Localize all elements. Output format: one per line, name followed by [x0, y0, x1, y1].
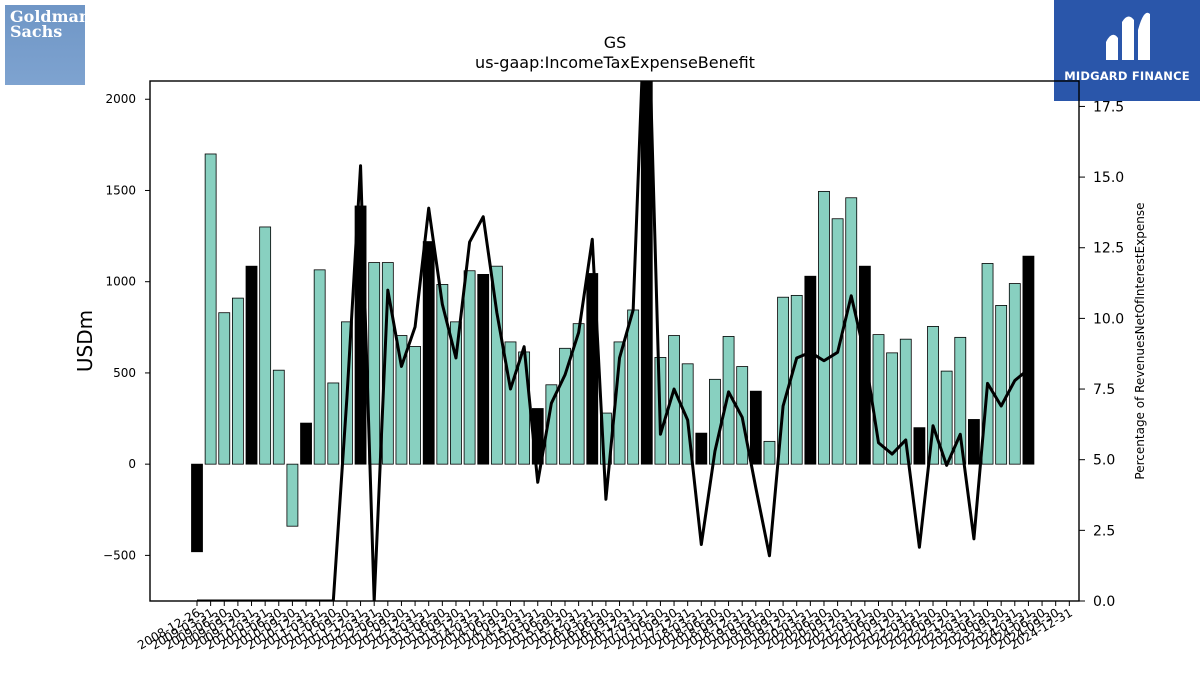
logo-text-line1: Goldman: [10, 7, 91, 26]
bar-17: [422, 241, 435, 465]
y-tick-label-3: 1000: [105, 275, 136, 289]
y-tick-label-0: −500: [103, 548, 136, 562]
line-layer: [197, 81, 1030, 601]
y2-axis-label: Percentage of RevenuesNetOfInterestExpen…: [1133, 202, 1147, 479]
bar-47: [831, 218, 844, 465]
bar-13: [368, 262, 381, 465]
bar-43: [777, 296, 789, 465]
goldman-sachs-logo: Goldman Sachs: [5, 5, 91, 85]
chart-title: GS: [604, 33, 627, 52]
midgard-finance-logo: MIDGARD FINANCE: [1054, 0, 1200, 101]
bar-42: [763, 440, 776, 465]
bar-14: [381, 262, 394, 465]
bar-1: [204, 153, 217, 465]
bars-layer: [191, 81, 1035, 553]
y-axis-right: 0.0 2.5 5.0 7.5 10.0 12.5 15.0 17.5: [1079, 99, 1124, 610]
bar-60: [1008, 283, 1021, 465]
bar-20: [463, 270, 476, 465]
bar-56: [954, 336, 967, 465]
bar-19: [450, 321, 462, 465]
bar-58: [981, 263, 994, 465]
y2-tick-label-7: 17.5: [1093, 99, 1124, 115]
bar-61: [1022, 255, 1035, 465]
bar-0: [191, 463, 203, 553]
logo-text: MIDGARD FINANCE: [1064, 69, 1190, 83]
bar-46: [818, 190, 830, 465]
bar-10: [327, 382, 340, 465]
x-axis: 2008-12-262009-03-312009-06-302009-09-30…: [135, 601, 1075, 652]
bar-8: [300, 422, 312, 465]
bar-53: [913, 427, 926, 465]
y-tick-label-2: 500: [113, 366, 136, 380]
y2-tick-label-2: 5.0: [1093, 453, 1115, 469]
y-tick-label-1: 0: [128, 457, 136, 471]
midgard-mark-icon: [1106, 12, 1150, 61]
y2-tick-label-4: 10.0: [1093, 311, 1124, 327]
bar-49: [858, 265, 871, 465]
bar-57: [968, 419, 980, 465]
bar-22: [490, 265, 503, 465]
bar-7: [286, 463, 299, 527]
bar-48: [845, 197, 858, 465]
y-tick-label-5: 2000: [105, 92, 136, 106]
bar-45: [804, 275, 817, 465]
bar-36: [681, 363, 694, 465]
bar-4: [245, 265, 258, 465]
bar-51: [886, 352, 899, 465]
y-tick-label-4: 1500: [105, 183, 136, 197]
series-line: [197, 81, 1030, 601]
logo-text-line2: Sachs: [10, 22, 63, 41]
y-axis-left: −500 0 500 1000 1500 2000: [103, 92, 150, 562]
y2-tick-label-1: 2.5: [1093, 523, 1115, 539]
bar-23: [504, 341, 517, 465]
y-axis-label: USDm: [73, 310, 97, 372]
bar-41: [749, 390, 762, 465]
y2-tick-label-6: 15.0: [1093, 170, 1124, 186]
plot-frame: [149, 80, 1080, 602]
bar-24: [518, 351, 531, 465]
bar-16: [409, 346, 421, 465]
bar-26: [545, 384, 558, 465]
bar-15: [395, 335, 408, 465]
bar-32: [627, 309, 640, 465]
chart-subtitle: us-gaap:IncomeTaxExpenseBenefit: [475, 53, 755, 72]
bar-33: [640, 81, 653, 465]
bar-5: [259, 226, 272, 465]
bar-6: [272, 369, 285, 465]
bar-9: [313, 269, 326, 465]
bar-27: [559, 347, 571, 465]
bar-52: [899, 338, 912, 465]
bar-3: [231, 297, 244, 465]
bar-37: [695, 432, 708, 465]
bar-44: [790, 294, 803, 465]
y2-tick-label-0: 0.0: [1093, 594, 1115, 610]
bar-2: [218, 312, 231, 465]
bar-21: [477, 273, 490, 465]
y2-tick-label-3: 7.5: [1093, 382, 1115, 398]
bar-18: [436, 284, 449, 465]
y2-tick-label-5: 12.5: [1093, 241, 1124, 257]
bar-54: [927, 325, 939, 465]
bar-59: [995, 305, 1008, 465]
